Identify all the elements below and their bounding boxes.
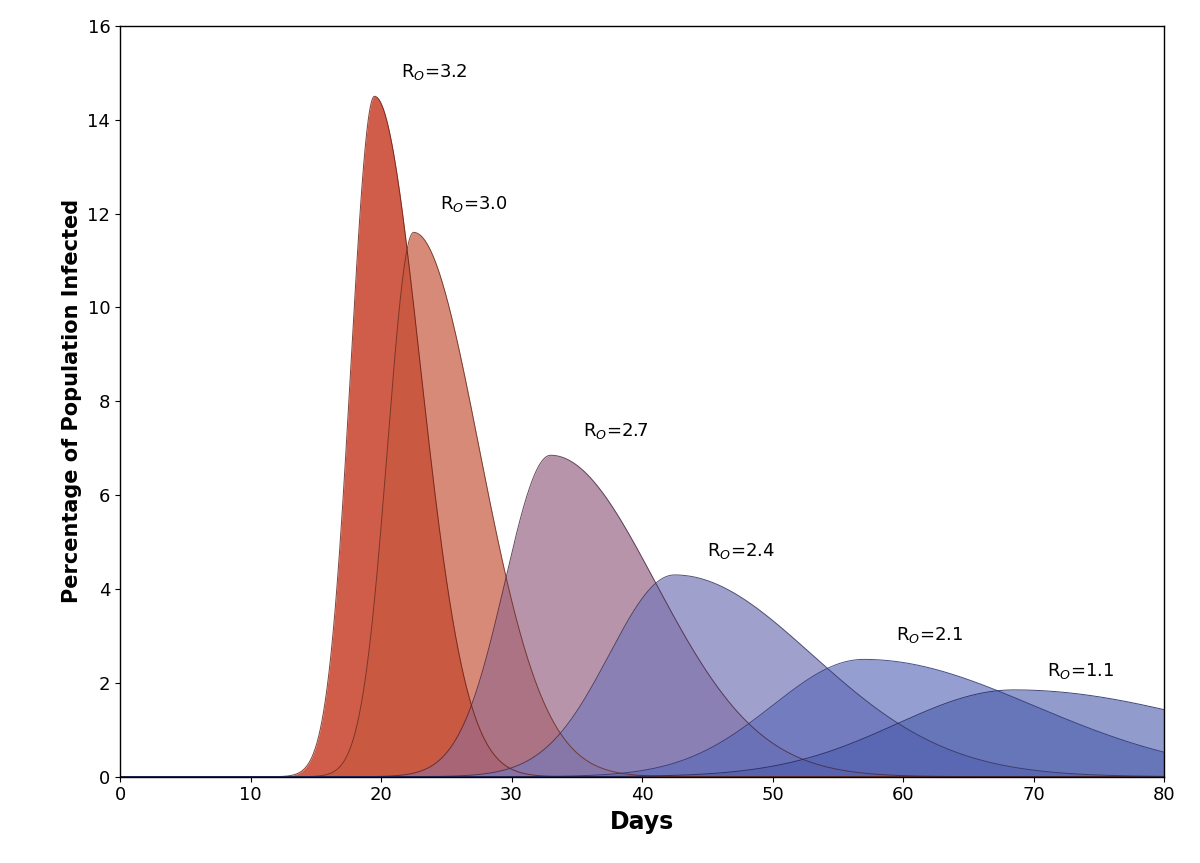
Text: R$_O$=1.1: R$_O$=1.1 bbox=[1046, 660, 1114, 681]
Text: R$_O$=3.2: R$_O$=3.2 bbox=[401, 62, 467, 82]
Text: R$_O$=3.0: R$_O$=3.0 bbox=[439, 193, 508, 214]
Text: R$_O$=2.1: R$_O$=2.1 bbox=[896, 626, 964, 646]
X-axis label: Days: Days bbox=[610, 810, 674, 834]
Text: R$_O$=2.7: R$_O$=2.7 bbox=[583, 421, 649, 441]
Text: R$_O$=2.4: R$_O$=2.4 bbox=[707, 541, 775, 561]
Y-axis label: Percentage of Population Infected: Percentage of Population Infected bbox=[62, 199, 82, 603]
